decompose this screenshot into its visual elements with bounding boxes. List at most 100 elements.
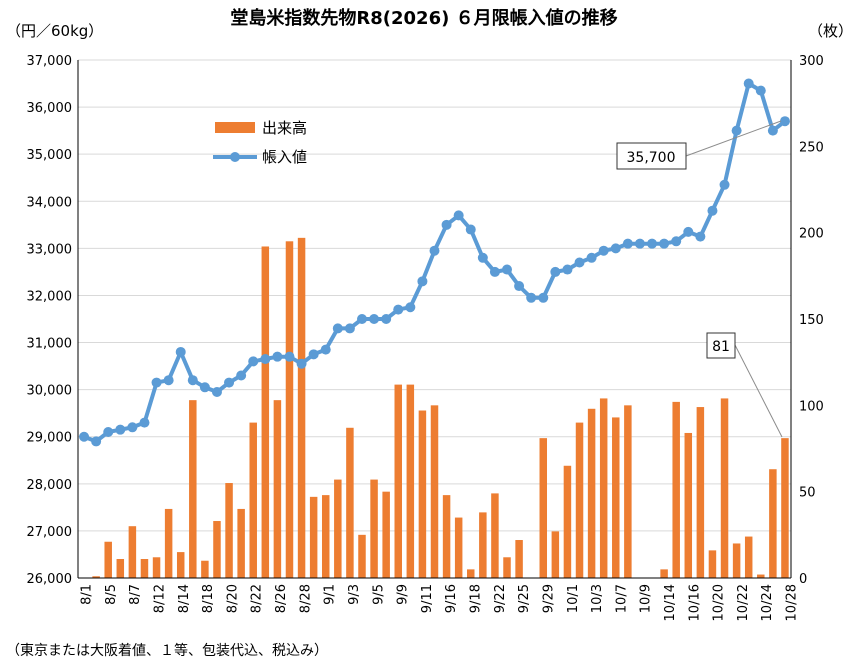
- volume-bar: [382, 492, 389, 578]
- volume-bar: [769, 469, 776, 578]
- callout-leader-volume: [735, 345, 782, 437]
- legend-label-volume: 出来高: [262, 119, 307, 137]
- left-tick-label: 33,000: [27, 242, 73, 257]
- volume-bar: [697, 407, 704, 578]
- x-tick-label: 10/16: [687, 584, 702, 621]
- x-tick-label: 9/9: [396, 584, 411, 605]
- x-tick-label: 10/28: [785, 584, 800, 621]
- x-tick-label: 9/11: [420, 584, 435, 613]
- left-tick-label: 28,000: [27, 478, 73, 493]
- volume-bar: [685, 433, 692, 578]
- left-tick-label: 34,000: [27, 195, 73, 210]
- price-point: [369, 314, 379, 324]
- volume-bar: [733, 543, 740, 578]
- volume-bar: [540, 438, 547, 578]
- volume-bar: [213, 521, 220, 578]
- x-tick-label: 9/5: [371, 584, 386, 605]
- volume-bar: [237, 509, 244, 578]
- right-tick-label: 250: [799, 140, 824, 155]
- price-point: [381, 314, 391, 324]
- price-point: [405, 302, 415, 312]
- volume-bar: [612, 417, 619, 578]
- legend-swatch-volume: [215, 122, 255, 133]
- x-tick-label: 9/29: [541, 584, 556, 613]
- price-point: [611, 243, 621, 253]
- left-tick-label: 29,000: [27, 431, 73, 446]
- price-point: [260, 354, 270, 364]
- volume-bar: [286, 241, 293, 578]
- x-tick-label: 8/26: [274, 584, 289, 613]
- volume-bar: [274, 400, 281, 578]
- x-tick-label: 9/3: [347, 584, 362, 605]
- volume-bar: [370, 480, 377, 578]
- left-tick-label: 36,000: [27, 101, 73, 116]
- price-point: [91, 436, 101, 446]
- volume-bar: [104, 542, 111, 578]
- x-tick-label: 10/7: [614, 584, 629, 613]
- price-point: [550, 267, 560, 277]
- price-point: [188, 375, 198, 385]
- volume-bar: [165, 509, 172, 578]
- left-tick-label: 35,000: [27, 148, 73, 163]
- price-line: [79, 79, 790, 447]
- volume-bar: [576, 423, 583, 578]
- x-tick-label: 10/20: [712, 584, 727, 621]
- volume-bar: [262, 246, 269, 578]
- volume-bars: [92, 238, 788, 578]
- volume-bar: [491, 493, 498, 578]
- right-tick-label: 300: [799, 54, 824, 69]
- x-tick-label: 9/18: [469, 584, 484, 613]
- volume-bar: [189, 400, 196, 578]
- volume-bar: [129, 526, 136, 578]
- price-point: [538, 293, 548, 303]
- x-tick-label: 8/12: [152, 584, 167, 613]
- price-point: [357, 314, 367, 324]
- price-point: [139, 418, 149, 428]
- volume-bar: [431, 405, 438, 578]
- right-tick-label: 100: [799, 399, 824, 414]
- volume-bar: [358, 535, 365, 578]
- callout-price-label: 35,700: [627, 150, 676, 166]
- price-point: [502, 265, 512, 275]
- volume-bar: [394, 385, 401, 578]
- left-tick-label: 37,000: [27, 54, 73, 69]
- volume-bar: [322, 495, 329, 578]
- volume-bar: [419, 411, 426, 578]
- volume-bar: [407, 385, 414, 578]
- price-point: [417, 276, 427, 286]
- volume-bar: [624, 405, 631, 578]
- price-point: [466, 225, 476, 235]
- price-point: [768, 126, 778, 136]
- price-point: [744, 79, 754, 89]
- volume-bar: [249, 423, 256, 578]
- x-tick-label: 8/5: [104, 584, 119, 605]
- right-tick-label: 50: [799, 486, 816, 501]
- volume-bar: [781, 438, 788, 578]
- right-tick-labels: 0 50 100 150 200 250 300: [799, 54, 824, 587]
- x-tick-label: 8/14: [177, 584, 192, 613]
- x-tick-label: 8/20: [225, 584, 240, 613]
- price-point: [683, 227, 693, 237]
- left-tick-label: 26,000: [27, 572, 73, 587]
- volume-bar: [757, 575, 764, 578]
- volume-bar: [672, 402, 679, 578]
- price-point: [599, 246, 609, 256]
- price-point: [659, 239, 669, 249]
- volume-bar: [298, 238, 305, 578]
- volume-bar: [141, 559, 148, 578]
- price-point: [647, 239, 657, 249]
- price-point: [176, 347, 186, 357]
- x-tick-label: 8/1: [80, 584, 95, 605]
- x-tick-label: 9/16: [444, 584, 459, 613]
- volume-bar: [225, 483, 232, 578]
- volume-bar: [334, 480, 341, 578]
- x-tick-label: 8/28: [298, 584, 313, 613]
- x-tick-label: 8/18: [201, 584, 216, 613]
- x-tick-label: 10/22: [736, 584, 751, 621]
- volume-bar: [346, 428, 353, 578]
- price-point: [393, 305, 403, 315]
- price-point: [333, 323, 343, 333]
- price-point: [79, 432, 89, 442]
- volume-bar: [588, 409, 595, 578]
